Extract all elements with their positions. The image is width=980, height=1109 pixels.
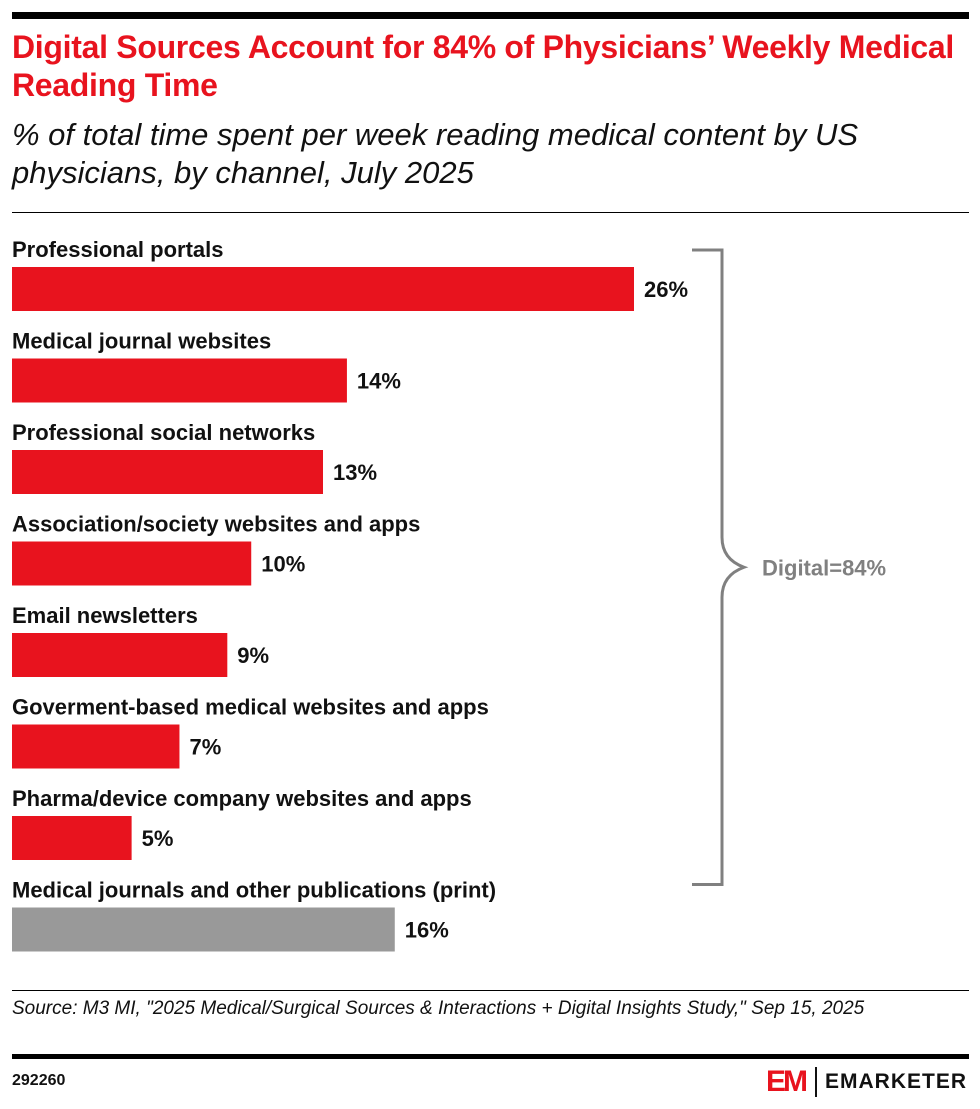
bar (12, 267, 634, 311)
bar (12, 450, 323, 494)
source-divider (12, 990, 969, 991)
bar (12, 358, 347, 403)
bar (12, 724, 180, 769)
bar (12, 633, 228, 677)
category-label: Pharma/device company websites and apps (12, 786, 472, 811)
top-rule (12, 12, 969, 19)
value-label: 26% (644, 277, 688, 302)
category-label: Goverment-based medical websites and app… (12, 695, 489, 720)
value-label: 16% (405, 918, 449, 943)
bracket-label: Digital=84% (762, 555, 886, 580)
em-logo-icon: EM (766, 1065, 808, 1098)
bottom-rule (12, 1054, 969, 1059)
brand-name: EMARKETER (825, 1070, 968, 1093)
chart-title: Digital Sources Account for 84% of Physi… (12, 29, 955, 103)
category-label: Medical journal websites (12, 329, 271, 354)
bar (12, 907, 395, 952)
digital-bracket (692, 248, 749, 886)
bar (12, 541, 252, 586)
category-label: Professional social networks (12, 420, 315, 445)
category-label: Association/society websites and apps (12, 512, 420, 537)
logo-separator (815, 1067, 817, 1097)
value-label: 10% (261, 552, 305, 577)
category-label: Email newsletters (12, 603, 198, 628)
value-label: 9% (237, 643, 269, 668)
chart-id: 292260 (12, 1072, 66, 1089)
value-label: 14% (357, 369, 401, 394)
value-label: 13% (333, 460, 377, 485)
header-divider (12, 212, 969, 213)
value-label: 5% (142, 826, 174, 851)
value-label: 7% (189, 735, 221, 760)
category-label: Professional portals (12, 237, 224, 262)
source-note: Source: M3 MI, "2025 Medical/Surgical So… (12, 998, 865, 1019)
emarketer-logo: EM EMARKETER (766, 1064, 967, 1100)
bar-chart: Professional portals 26% Medical journal w… (12, 237, 886, 952)
category-label: Medical journals and other publications … (12, 878, 496, 903)
chart-subtitle: % of total time spent per week reading m… (12, 117, 859, 190)
bar (12, 816, 132, 860)
